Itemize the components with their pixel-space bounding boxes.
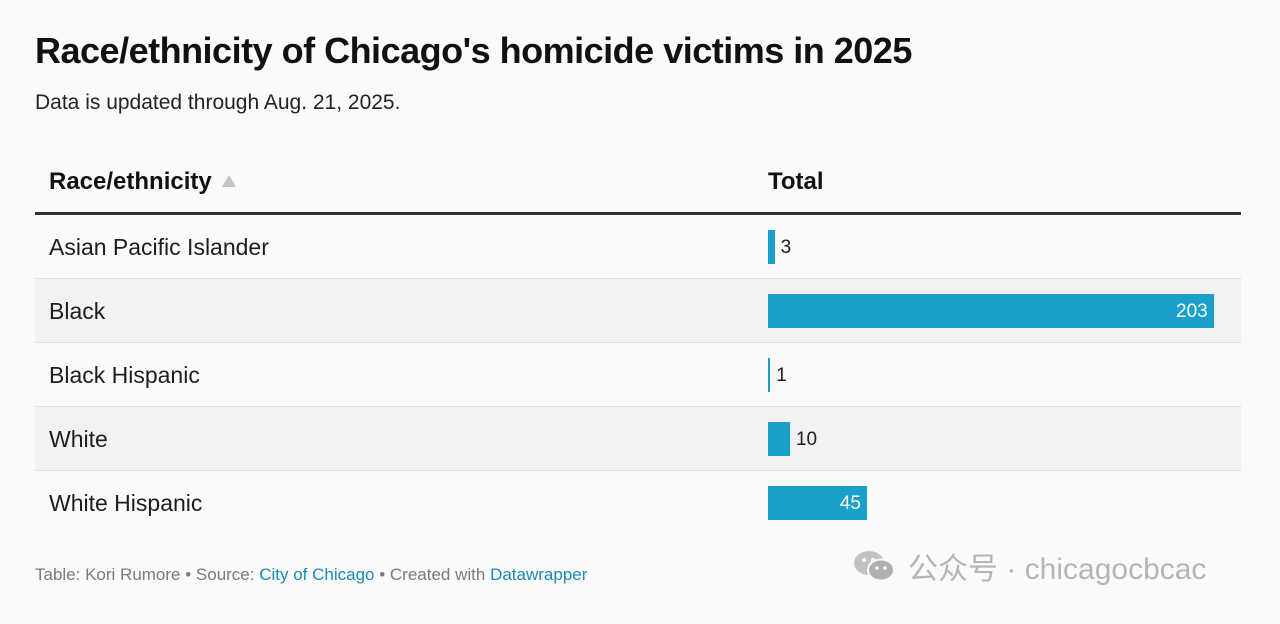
data-table: Race/ethnicity Total Asian Pacific Islan… <box>35 150 1241 534</box>
bar-value-label: 203 <box>1176 301 1208 322</box>
bar-value-label: 45 <box>839 493 861 514</box>
table-header: Race/ethnicity Total <box>35 150 1241 215</box>
row-label: White Hispanic <box>49 490 203 516</box>
bar-cell: 203 <box>768 294 1214 328</box>
bar-value-label: 3 <box>780 237 792 258</box>
bar <box>768 486 867 520</box>
source-link[interactable]: City of Chicago <box>259 565 375 584</box>
column-header-total[interactable]: Total <box>768 168 824 195</box>
bar-cell: 1 <box>768 358 1214 392</box>
watermark-text: 公众号 · chicagocbcac <box>908 553 1207 586</box>
bar <box>768 294 1214 328</box>
bar-value-label: 1 <box>776 365 787 386</box>
row-label: Black Hispanic <box>49 362 200 388</box>
chart-footer: Table: Kori Rumore • Source: City of Chi… <box>35 565 587 585</box>
chart-subtitle: Data is updated through Aug. 21, 2025. <box>35 91 401 114</box>
footer-created-with: • Created with <box>374 565 491 584</box>
column-header-race-label: Race/ethnicity <box>49 168 212 195</box>
bar-cell: 10 <box>768 422 1214 456</box>
table-row: Black 203 <box>35 279 1241 343</box>
row-label: Asian Pacific Islander <box>49 234 269 260</box>
row-label: Black <box>49 298 106 324</box>
bar-cell: 3 <box>768 230 1214 264</box>
column-header-race[interactable]: Race/ethnicity <box>49 168 236 196</box>
wechat-icon <box>854 551 895 582</box>
bar-value-label: 10 <box>795 429 818 450</box>
sort-ascending-icon <box>221 174 236 187</box>
chart-title: Race/ethnicity of Chicago's homicide vic… <box>35 30 912 71</box>
table-row: Asian Pacific Islander 3 <box>35 215 1241 279</box>
table-body: Asian Pacific Islander 3 Black 203 Black His… <box>35 215 1241 534</box>
bar <box>768 230 775 264</box>
table-row: White 10 <box>35 407 1241 471</box>
bar <box>768 422 790 456</box>
table-row: Black Hispanic 1 <box>35 343 1241 407</box>
bar <box>768 358 771 392</box>
watermark: 公众号 · chicagocbcac <box>852 548 1206 586</box>
row-label: White <box>49 426 108 452</box>
table-row: White Hispanic 45 <box>35 471 1241 534</box>
datawrapper-link[interactable]: Datawrapper <box>490 565 588 584</box>
footer-credit: Table: Kori Rumore • Source: <box>35 565 260 584</box>
bar-cell: 45 <box>768 486 1214 520</box>
